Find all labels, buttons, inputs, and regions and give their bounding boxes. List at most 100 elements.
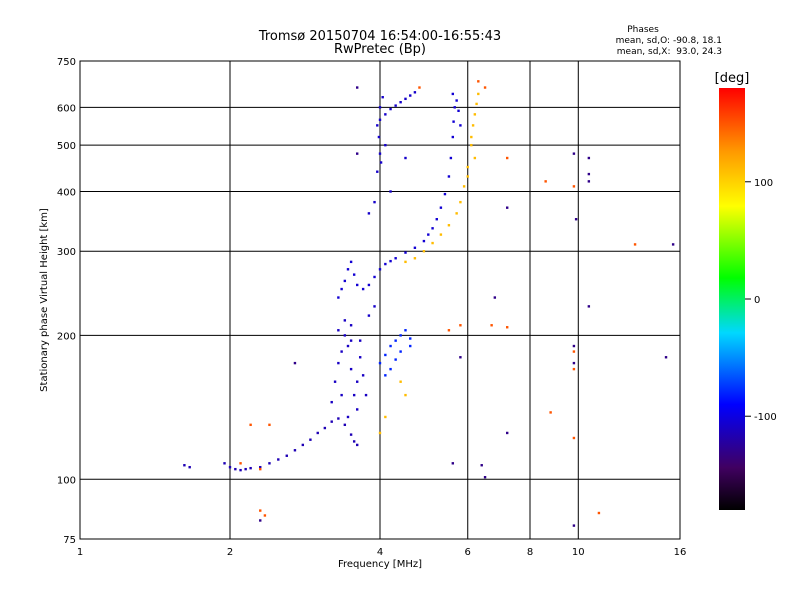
data-point <box>355 283 359 287</box>
data-point <box>378 106 382 109</box>
data-point <box>505 206 509 209</box>
data-point <box>373 275 376 279</box>
data-point <box>343 334 347 337</box>
y-tick-label: 500 <box>57 141 76 152</box>
data-point <box>572 524 576 527</box>
data-point <box>249 423 252 427</box>
data-point <box>466 165 469 169</box>
y-tick-label: 200 <box>57 331 76 342</box>
data-point <box>394 339 397 342</box>
data-point <box>473 113 477 116</box>
phase-stats-o: mean, sd,O: -90.8, 18.1 <box>616 36 722 46</box>
data-point <box>451 135 455 139</box>
data-point <box>413 91 417 94</box>
data-point <box>259 519 262 522</box>
data-point <box>323 426 327 430</box>
data-point <box>367 314 371 317</box>
y-tick-label: 400 <box>57 187 76 198</box>
y-axis-ticks: 75 100 200 300 400 500 600 750 <box>57 57 76 546</box>
data-point <box>439 233 443 236</box>
x-axis-ticks: 1 2 4 6 8 10 16 <box>77 547 687 558</box>
data-point <box>349 433 353 436</box>
data-point <box>389 107 392 111</box>
data-point <box>544 180 547 183</box>
data-point <box>384 113 387 116</box>
data-point <box>367 212 371 215</box>
data-point <box>249 466 252 470</box>
data-point <box>572 185 576 188</box>
data-point <box>346 268 350 271</box>
colorbar-label: [deg] <box>715 71 750 86</box>
data-point <box>664 356 668 359</box>
data-point <box>422 239 426 243</box>
data-point <box>490 324 493 327</box>
data-point <box>451 462 455 465</box>
data-point <box>268 423 271 427</box>
data-point <box>453 106 456 109</box>
data-point <box>505 431 509 435</box>
data-point <box>293 361 297 365</box>
data-point <box>422 250 426 253</box>
plot-frame <box>79 60 681 540</box>
data-point <box>349 339 353 342</box>
data-point <box>343 279 347 283</box>
data-point <box>330 420 333 423</box>
data-point <box>587 305 591 308</box>
data-point <box>389 259 392 263</box>
colorbar <box>719 88 745 510</box>
data-point <box>399 350 402 353</box>
data-point <box>377 135 381 139</box>
data-point <box>378 361 382 365</box>
data-point <box>349 260 353 264</box>
data-point <box>337 329 340 332</box>
x-tick-label: 2 <box>227 547 233 558</box>
data-point <box>277 458 280 461</box>
data-point <box>389 367 392 371</box>
data-point <box>268 462 271 465</box>
data-point <box>572 361 576 365</box>
data-point <box>373 200 376 204</box>
data-point <box>597 511 601 515</box>
data-point <box>378 431 382 435</box>
data-point <box>451 92 455 96</box>
data-point <box>572 344 576 348</box>
data-point <box>259 465 262 469</box>
data-point <box>239 468 242 472</box>
data-point <box>376 124 379 127</box>
data-point <box>671 243 675 246</box>
phase-stats-x: mean, sd,X: 93.0, 24.3 <box>617 47 722 57</box>
data-point <box>572 152 576 155</box>
data-point <box>234 467 237 471</box>
phase-stats-title: Phases <box>627 25 659 35</box>
data-point <box>228 465 232 469</box>
data-point <box>343 423 347 427</box>
y-tick-label: 100 <box>57 475 76 486</box>
data-point <box>477 80 480 83</box>
y-tick-label: 600 <box>57 103 76 114</box>
data-point <box>447 224 451 227</box>
data-point <box>475 102 478 106</box>
data-point <box>358 339 362 342</box>
chart-subtitle: RwPretec (Bp) <box>334 42 426 57</box>
data-point <box>293 449 297 452</box>
data-point <box>349 324 353 327</box>
data-point <box>384 415 387 419</box>
y-tick-label: 75 <box>63 535 76 546</box>
data-point <box>381 95 384 99</box>
data-points <box>183 80 675 527</box>
data-point <box>413 246 417 249</box>
data-point <box>572 350 576 353</box>
data-point <box>389 190 392 193</box>
data-point <box>364 393 368 397</box>
data-point <box>483 86 487 89</box>
data-point <box>384 262 387 266</box>
data-point <box>418 86 421 89</box>
data-point <box>263 514 267 517</box>
data-point <box>349 367 353 371</box>
data-point <box>333 380 337 383</box>
data-point <box>447 329 451 332</box>
data-point <box>477 92 480 96</box>
data-point <box>384 143 387 147</box>
x-tick-label: 16 <box>674 547 687 558</box>
